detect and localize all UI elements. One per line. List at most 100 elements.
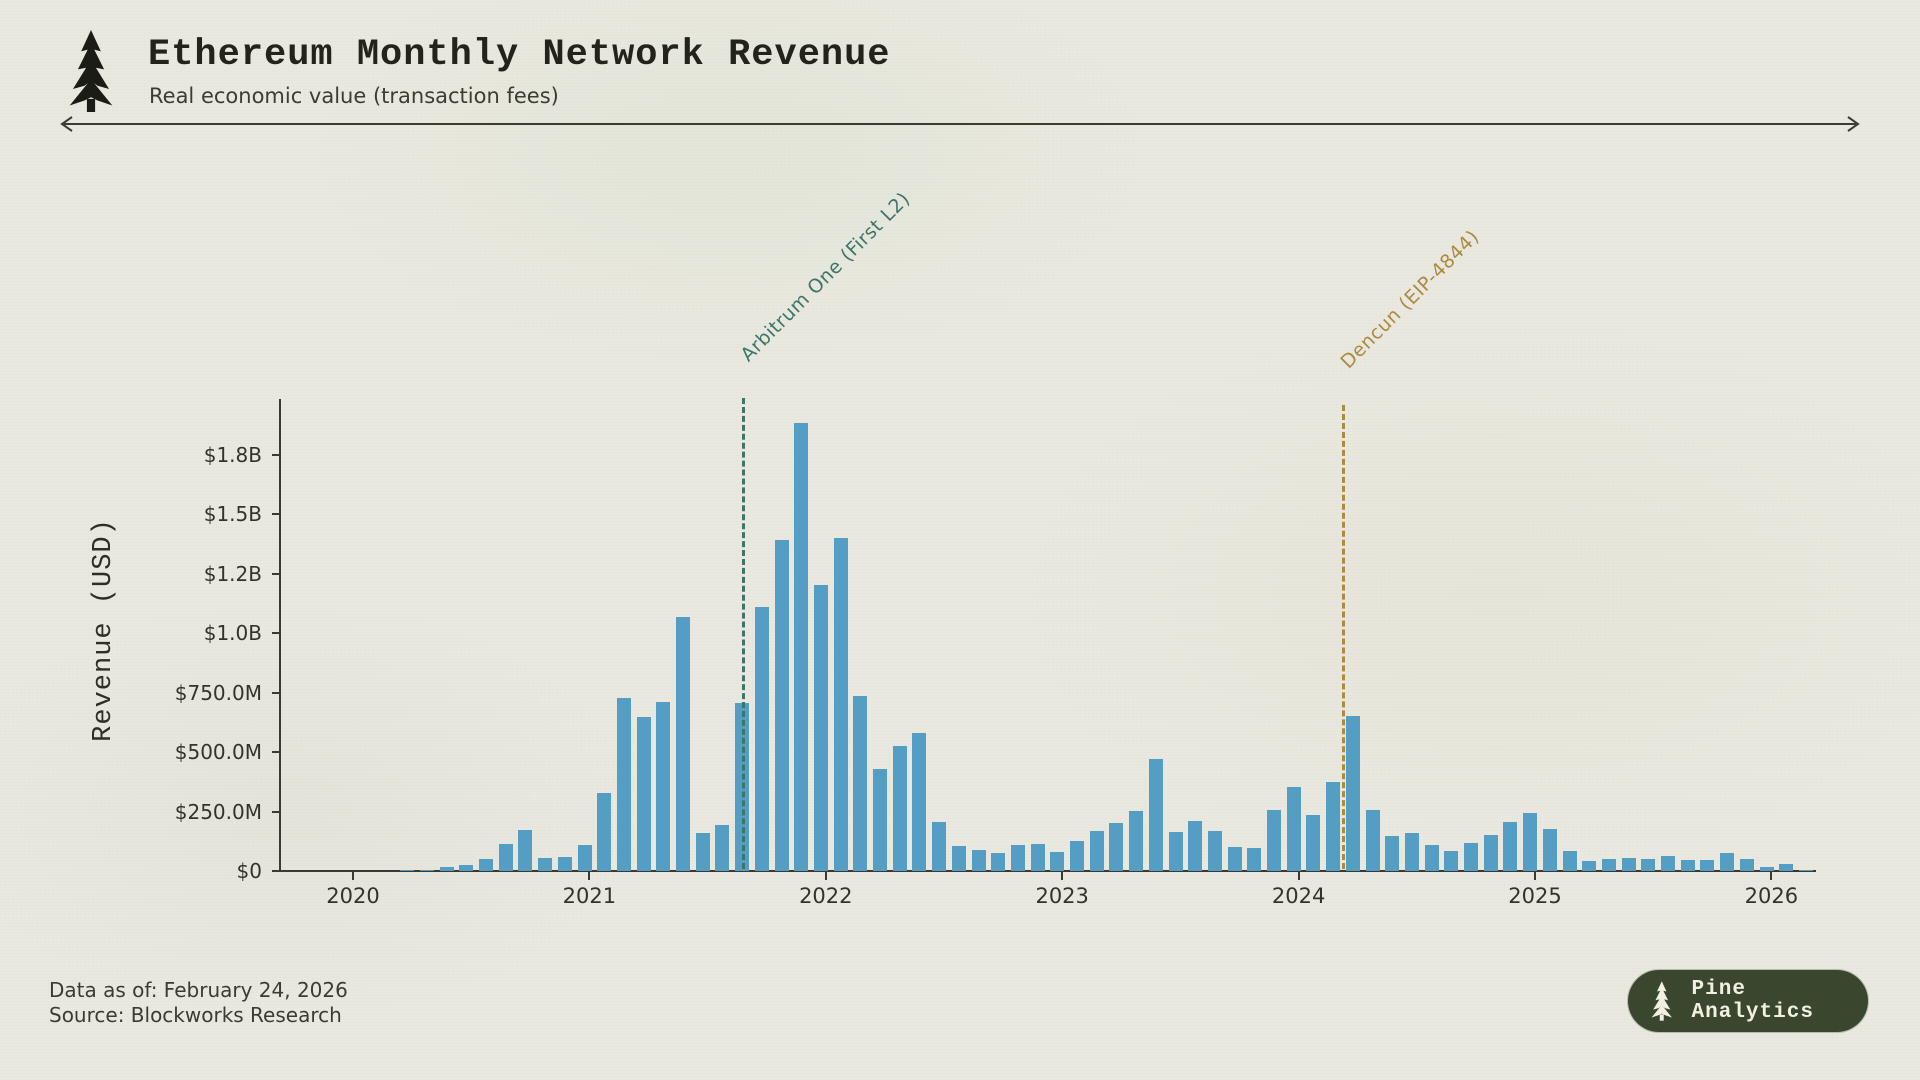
bar-2022-03 <box>873 769 887 871</box>
bar-2025-10 <box>1720 853 1735 871</box>
bar-2024-12 <box>1523 813 1538 871</box>
bar-2021-12 <box>813 585 828 871</box>
page-subtitle: Real economic value (transaction fees) <box>149 84 559 108</box>
y-tick-mark <box>272 870 280 872</box>
bar-2021-05 <box>676 617 690 871</box>
bar-2025-06 <box>1641 859 1656 871</box>
bar-2021-09 <box>754 607 769 871</box>
bar-2020-12 <box>577 845 592 871</box>
bar-2023-04 <box>1129 811 1144 871</box>
source-note: Source: Blockworks Research <box>49 1003 342 1027</box>
bar-2022-02 <box>853 696 868 871</box>
y-tick-mark <box>272 572 280 575</box>
x-axis-spine <box>279 870 1816 872</box>
bar-2024-08 <box>1444 851 1459 871</box>
y-tick-mark <box>272 453 280 456</box>
y-tick-label: $0 <box>236 859 262 883</box>
bar-2023-07 <box>1188 821 1203 871</box>
x-tick-label: 2021 <box>562 884 617 908</box>
bar-2023-08 <box>1207 831 1222 871</box>
y-tick-label: $1.8B <box>203 442 262 467</box>
bar-2022-10 <box>1010 845 1025 871</box>
bar-2025-12 <box>1759 867 1774 871</box>
bar-2021-10 <box>774 540 789 871</box>
y-tick-mark <box>272 691 280 694</box>
bar-2020-11 <box>557 857 572 871</box>
x-tick-mark <box>1534 872 1536 880</box>
bar-2024-05 <box>1385 836 1400 871</box>
data-as-of-note: Data as of: February 24, 2026 <box>49 978 348 1002</box>
bar-2024-11 <box>1503 822 1518 871</box>
bar-2026-01 <box>1779 864 1794 871</box>
y-axis-spine <box>279 399 281 872</box>
y-axis-title: Revenue (USD) <box>89 518 119 742</box>
bar-2026-02 <box>1798 870 1813 871</box>
x-tick-label: 2020 <box>326 884 380 908</box>
y-tick-label: $250.0M <box>174 799 262 824</box>
header-divider-arrow <box>60 116 1860 132</box>
bar-2023-12 <box>1286 787 1301 871</box>
bar-2022-08 <box>971 850 986 871</box>
annotation-line-2024-03 <box>1342 405 1345 869</box>
bar-2020-08 <box>498 844 513 871</box>
bar-2022-07 <box>951 846 966 871</box>
bar-2024-01 <box>1306 815 1321 871</box>
y-tick-label: $1.5B <box>203 502 262 526</box>
bar-2021-11 <box>794 423 809 871</box>
bar-2022-11 <box>1030 844 1045 871</box>
bar-2023-05 <box>1148 759 1163 871</box>
x-tick-label: 2023 <box>1035 884 1089 908</box>
bar-2020-07 <box>479 859 493 871</box>
bar-2024-07 <box>1424 845 1439 871</box>
bar-2024-03 <box>1345 716 1360 871</box>
bar-2024-10 <box>1483 835 1498 871</box>
y-tick-mark <box>272 751 280 753</box>
x-tick-mark <box>1770 872 1773 880</box>
bar-2020-04 <box>419 870 434 871</box>
bar-2021-03 <box>636 717 651 871</box>
bar-2024-09 <box>1464 843 1478 871</box>
y-tick-label: $1.2B <box>203 561 262 586</box>
x-tick-mark <box>824 872 827 880</box>
bar-2024-02 <box>1326 782 1341 871</box>
bar-2024-06 <box>1404 833 1419 871</box>
y-tick-label: $1.0B <box>203 621 262 645</box>
bar-2020-10 <box>538 858 553 871</box>
bar-2023-01 <box>1070 841 1084 871</box>
bar-2025-11 <box>1739 859 1754 871</box>
bar-2020-09 <box>518 830 533 871</box>
bar-2025-03 <box>1582 861 1597 871</box>
y-tick-label: $500.0M <box>174 740 262 764</box>
bar-2022-05 <box>912 733 927 871</box>
bar-2021-02 <box>616 698 631 871</box>
x-tick-mark <box>1061 872 1064 880</box>
bar-2020-03 <box>400 870 415 871</box>
y-tick-mark <box>272 810 280 813</box>
bar-2022-01 <box>833 538 848 871</box>
bar-2025-05 <box>1621 858 1636 871</box>
bar-2022-12 <box>1050 852 1065 871</box>
x-tick-mark <box>352 872 354 880</box>
bar-2025-04 <box>1601 859 1616 871</box>
bar-2023-03 <box>1109 823 1124 871</box>
bar-2020-06 <box>459 865 474 871</box>
bar-2021-07 <box>715 825 730 871</box>
pine-analytics-badge: Pine Analytics <box>1628 970 1868 1032</box>
bar-2025-08 <box>1680 860 1695 871</box>
badge-label: Pine Analytics <box>1691 978 1814 1024</box>
bar-2023-09 <box>1227 847 1242 871</box>
bar-2022-04 <box>892 746 907 871</box>
bar-2020-05 <box>439 867 454 871</box>
bar-2025-02 <box>1562 851 1577 871</box>
bar-2021-06 <box>695 833 710 871</box>
pine-tree-logo <box>69 30 113 112</box>
annotation-line-2021-08 <box>742 398 745 869</box>
y-tick-label: $750.0M <box>174 680 262 705</box>
bar-2023-11 <box>1267 810 1281 871</box>
bar-2023-10 <box>1247 848 1262 871</box>
x-tick-mark <box>588 872 591 880</box>
bar-2023-02 <box>1089 831 1104 871</box>
bar-2024-04 <box>1365 810 1380 871</box>
bar-2022-09 <box>991 853 1006 871</box>
